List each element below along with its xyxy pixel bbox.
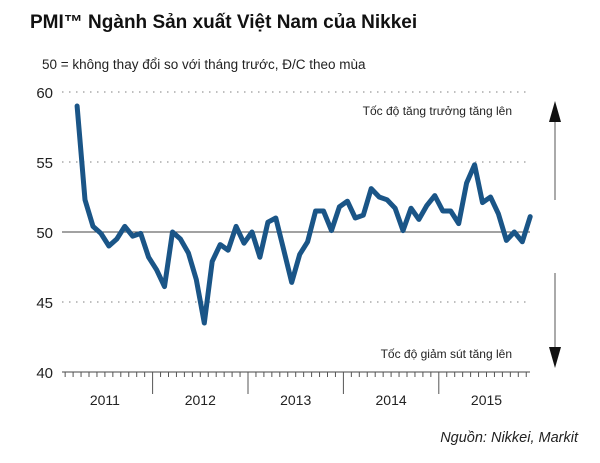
y-tick-label: 40 (36, 365, 53, 382)
y-tick-label: 50 (36, 225, 53, 242)
y-tick-label: 60 (36, 85, 53, 102)
x-tick-label: 2013 (280, 392, 311, 408)
source-note: Nguồn: Nikkei, Markit (440, 430, 578, 446)
annotation-decline: Tốc độ giảm sút tăng lên (381, 347, 512, 361)
x-tick-label: 2015 (471, 392, 502, 408)
chart-subtitle: 50 = không thay đổi so với tháng trước, … (42, 57, 366, 72)
x-tick-label: 2014 (376, 392, 407, 408)
x-tick-label: 2012 (185, 392, 216, 408)
y-tick-label: 55 (36, 155, 53, 172)
annotation-growth: Tốc độ tăng trưởng tăng lên (363, 104, 512, 118)
up-arrow-icon (549, 101, 561, 122)
down-arrow-icon (549, 347, 561, 368)
x-tick-label: 2011 (90, 392, 120, 408)
y-tick-label: 45 (36, 295, 53, 312)
pmi-series-line (74, 103, 533, 326)
chart-title: PMI™ Ngành Sản xuất Việt Nam của Nikkei (30, 12, 418, 33)
